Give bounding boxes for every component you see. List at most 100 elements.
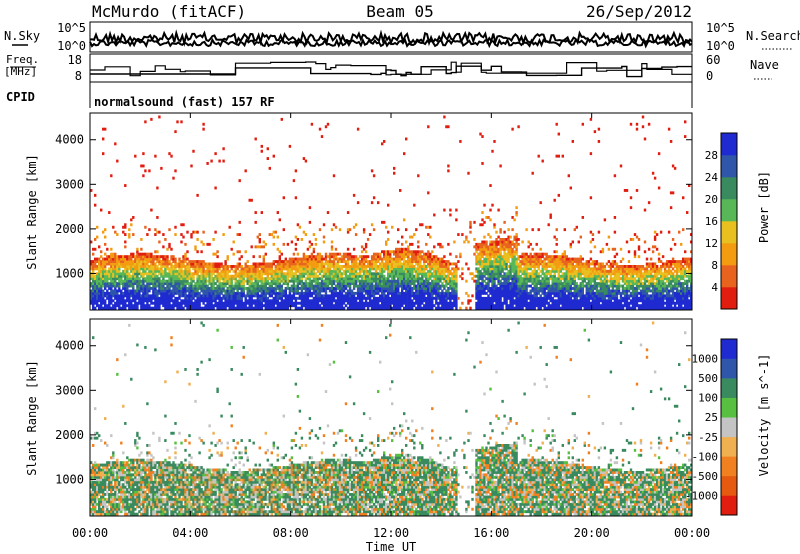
heatmap-cell (475, 282, 478, 285)
heatmap-cell (348, 304, 352, 308)
heatmap-cell (421, 299, 424, 303)
heatmap-cell (224, 272, 227, 276)
heatmap-cell (489, 247, 492, 251)
heatmap-cell (511, 265, 514, 268)
heatmap-cell (152, 279, 155, 283)
heatmap-cell (292, 257, 296, 261)
heatmap-cell (334, 225, 338, 229)
heatmap-cell (192, 267, 195, 271)
heatmap-cell (106, 269, 109, 273)
heatmap-cell (483, 299, 486, 303)
heatmap-cell (481, 279, 484, 283)
heatmap-cell (523, 262, 526, 266)
heatmap-cell (260, 277, 263, 281)
heatmap-cell (531, 287, 534, 290)
heatmap-cell (282, 265, 285, 268)
heatmap-cell (421, 272, 424, 276)
heatmap-cell (525, 267, 528, 271)
heatmap-cell (549, 272, 552, 276)
heatmap-cell (449, 262, 452, 266)
heatmap-cell (92, 252, 95, 256)
heatmap-cell (188, 274, 191, 278)
heatmap-cell (393, 257, 396, 261)
heatmap-cell (240, 294, 243, 298)
heatmap-cell (102, 137, 105, 141)
heatmap-cell (479, 306, 482, 310)
heatmap-cell (429, 235, 432, 239)
heatmap-cell (188, 267, 191, 271)
heatmap-cell (240, 267, 243, 271)
heatmap-cell (290, 274, 294, 278)
heatmap-cell (220, 272, 223, 276)
heatmap-cell (320, 296, 324, 300)
heatmap-cell (368, 299, 372, 303)
heatmap-cell (340, 296, 344, 300)
heatmap-cell (330, 282, 334, 285)
heatmap-cell (212, 291, 215, 295)
heatmap-cell (136, 272, 139, 276)
heatmap-cell (176, 299, 179, 303)
heatmap-cell (443, 255, 446, 259)
heatmap-cell (391, 299, 394, 303)
heatmap-cell (244, 299, 247, 303)
heatmap-cell (336, 296, 340, 300)
heatmap-cell (152, 262, 155, 266)
heatmap-cell (397, 240, 400, 244)
heatmap-cell (284, 277, 287, 281)
heatmap-cell (531, 301, 534, 305)
heatmap-cell (286, 274, 290, 278)
heatmap-cell (212, 296, 215, 300)
heatmap-cell (499, 250, 502, 254)
heatmap-cell (389, 250, 392, 254)
heatmap-cell (379, 269, 382, 273)
heatmap-cell (495, 284, 498, 288)
heatmap-cell (491, 250, 494, 254)
heatmap-cell (417, 240, 420, 244)
heatmap-cell (391, 257, 394, 261)
heatmap-cell (475, 260, 478, 263)
heatmap-cell (140, 306, 143, 310)
heatmap-cell (318, 265, 322, 268)
heatmap-cell (280, 265, 283, 268)
heatmap-cell (527, 240, 530, 244)
heatmap-cell (397, 277, 400, 281)
heatmap-cell (383, 265, 386, 268)
heatmap-cell (330, 265, 334, 268)
heatmap-cell (294, 267, 298, 271)
heatmap-cell (156, 265, 159, 268)
heatmap-cell (306, 257, 310, 261)
heatmap-cell (487, 262, 490, 266)
heatmap-cell (389, 262, 392, 266)
heatmap-cell (401, 269, 404, 273)
heatmap-cell (362, 269, 366, 273)
heatmap-cell (238, 284, 241, 288)
heatmap-cell (368, 291, 372, 295)
heatmap-cell (170, 282, 173, 285)
heatmap-cell (140, 164, 143, 168)
heatmap-cell (226, 269, 229, 273)
heatmap-cell (172, 287, 175, 290)
heatmap-cell (184, 291, 187, 295)
heatmap-cell (296, 238, 300, 241)
heatmap-cell (358, 294, 362, 298)
heatmap-cell (262, 287, 265, 290)
heatmap-cell (94, 282, 97, 285)
heatmap-cell (166, 282, 169, 285)
heatmap-cell (104, 304, 107, 308)
heatmap-cell (220, 296, 223, 300)
heatmap-cell (475, 255, 478, 259)
heatmap-cell (278, 274, 281, 278)
heatmap-cell (186, 272, 189, 276)
heatmap-cell (360, 274, 364, 278)
heatmap-cell (136, 252, 139, 256)
heatmap-cell (443, 267, 446, 271)
heatmap-cell (383, 250, 386, 254)
heatmap-cell (411, 299, 414, 303)
heatmap-cell (196, 287, 199, 290)
heatmap-cell (447, 262, 450, 266)
heatmap-cell (429, 289, 432, 293)
heatmap-cell (180, 291, 183, 295)
heatmap-cell (489, 257, 492, 261)
heatmap-cell (214, 299, 217, 303)
heatmap-cell (413, 274, 416, 278)
